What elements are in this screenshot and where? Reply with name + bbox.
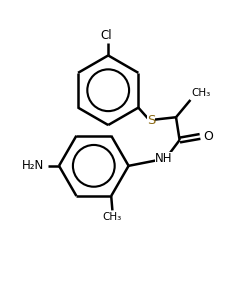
Text: NH: NH <box>155 151 173 164</box>
Text: O: O <box>203 130 213 143</box>
Text: CH₃: CH₃ <box>192 88 211 98</box>
Text: S: S <box>147 114 155 127</box>
Text: CH₃: CH₃ <box>103 212 122 222</box>
Text: H₂N: H₂N <box>22 159 44 172</box>
Text: Cl: Cl <box>100 29 112 42</box>
